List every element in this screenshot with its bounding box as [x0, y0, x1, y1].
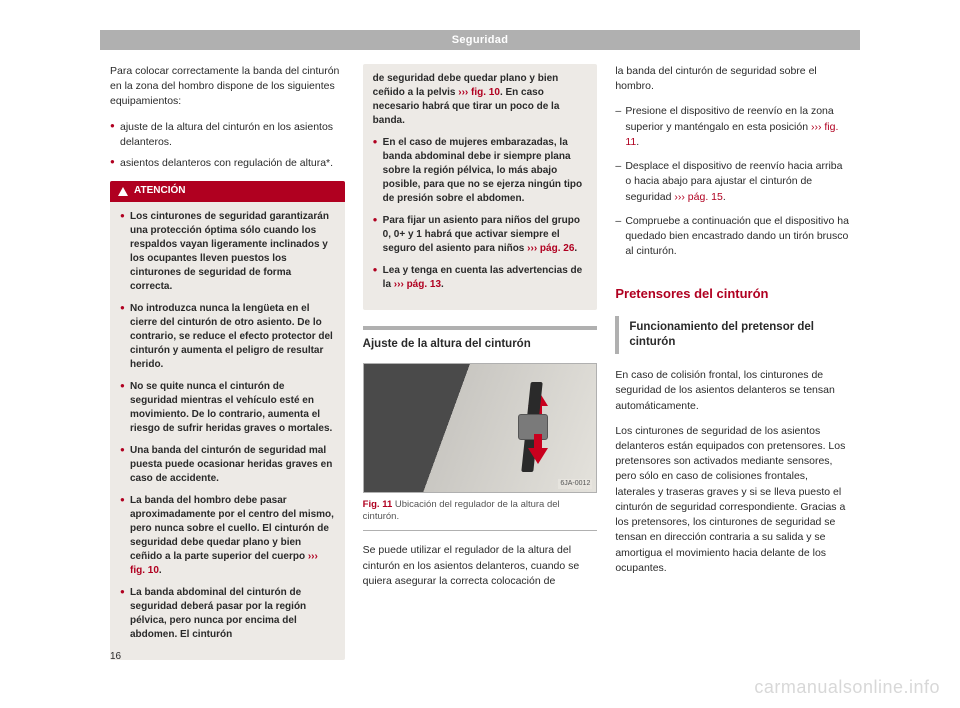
list-item: Desplace el dispositivo de reenvío hacia… [615, 159, 850, 205]
period: . [159, 565, 162, 576]
body-paragraph: En caso de colisión frontal, los cinturo… [615, 368, 850, 414]
warning-triangle-icon [118, 187, 128, 196]
warning-item: No introduzca nunca la lengüeta en el ci… [120, 302, 335, 372]
page-reference: ››› pág. 13 [394, 279, 441, 290]
period: . [441, 279, 444, 290]
warning-header: ATENCIÓN [110, 181, 345, 202]
warning-body: de seguridad debe quedar plano y bien ce… [363, 64, 598, 292]
warning-text: La banda del hombro debe pasar aproximad… [130, 495, 334, 562]
figure-11: 6JA-0012 [363, 363, 598, 493]
list-item: ajuste de la altura del cinturón en los … [110, 120, 345, 150]
figure-caption-text: Ubicación del regulador de la altura del… [363, 499, 560, 523]
warning-item: En el caso de mujeres embarazadas, la ba… [373, 136, 588, 206]
figure-code: 6JA-0012 [558, 479, 592, 489]
step-text: Presione el dispositivo de reenvío en la… [625, 105, 833, 132]
warning-item: La banda del hombro debe pasar aproximad… [120, 494, 335, 578]
period: . [636, 136, 639, 148]
list-item: Compruebe a continuación que el disposit… [615, 214, 850, 260]
arrow-down-icon [528, 448, 548, 464]
page-reference: ››› pág. 26 [527, 243, 574, 254]
page-number: 16 [110, 651, 121, 662]
column-1: Para colocar correctamente la banda del … [110, 64, 345, 642]
procedure-list: Presione el dispositivo de reenvío en la… [615, 104, 850, 259]
belt-illustration [514, 382, 548, 472]
figure-caption: Fig. 11 Ubicación del regulador de la al… [363, 499, 598, 532]
intro-paragraph: Para colocar correctamente la banda del … [110, 64, 345, 110]
warning-item: Para fijar un asiento para niños del gru… [373, 214, 588, 256]
figure-number: Fig. 11 [363, 499, 393, 510]
section-heading: Pretensores del cinturón [615, 285, 850, 304]
equipment-list: ajuste de la altura del cinturón en los … [110, 120, 345, 172]
body-paragraph: Los cinturones de seguridad de los asien… [615, 424, 850, 576]
column-2: de seguridad debe quedar plano y bien ce… [363, 64, 598, 642]
watermark: carmanualsonline.info [754, 677, 940, 698]
figure-reference: ››› fig. 10 [458, 87, 500, 98]
chapter-title-bar: Seguridad [100, 30, 860, 50]
continuation-paragraph: la banda del cinturón de seguridad sobre… [615, 64, 850, 94]
list-item: Presione el dispositivo de reenvío en la… [615, 104, 850, 150]
warning-item: Los cinturones de seguridad garantizarán… [120, 210, 335, 294]
warning-body: Los cinturones de seguridad garantizarán… [110, 202, 345, 642]
warning-title: ATENCIÓN [134, 184, 185, 199]
page-reference: ››› pág. 15 [674, 191, 722, 203]
warning-item: La banda abdominal del cinturón de segur… [120, 586, 335, 642]
step-text: Desplace el dispositivo de reenvío hacia… [625, 160, 842, 202]
manual-page: Seguridad Para colocar correctamente la … [100, 30, 860, 670]
boxed-subheading: Funcionamiento del pretensor del cinturó… [615, 316, 850, 354]
column-3: la banda del cinturón de seguridad sobre… [615, 64, 850, 642]
subsection-heading: Ajuste de la altura del cinturón [363, 326, 598, 353]
list-item: asientos delanteros con regulación de al… [110, 156, 345, 171]
warning-box-continued: de seguridad debe quedar plano y bien ce… [363, 64, 598, 310]
warning-item: Lea y tenga en cuenta las advertencias d… [373, 264, 588, 292]
warning-continuation: de seguridad debe quedar plano y bien ce… [373, 72, 588, 128]
period: . [723, 191, 726, 203]
warning-box: ATENCIÓN Los cinturones de seguridad gar… [110, 181, 345, 660]
page-columns: Para colocar correctamente la banda del … [100, 50, 860, 642]
warning-item: Una banda del cinturón de seguridad mal … [120, 444, 335, 486]
body-paragraph: Se puede utilizar el regulador de la alt… [363, 543, 598, 589]
height-adjuster [518, 414, 548, 440]
period: . [574, 243, 577, 254]
warning-item: No se quite nunca el cinturón de segurid… [120, 380, 335, 436]
